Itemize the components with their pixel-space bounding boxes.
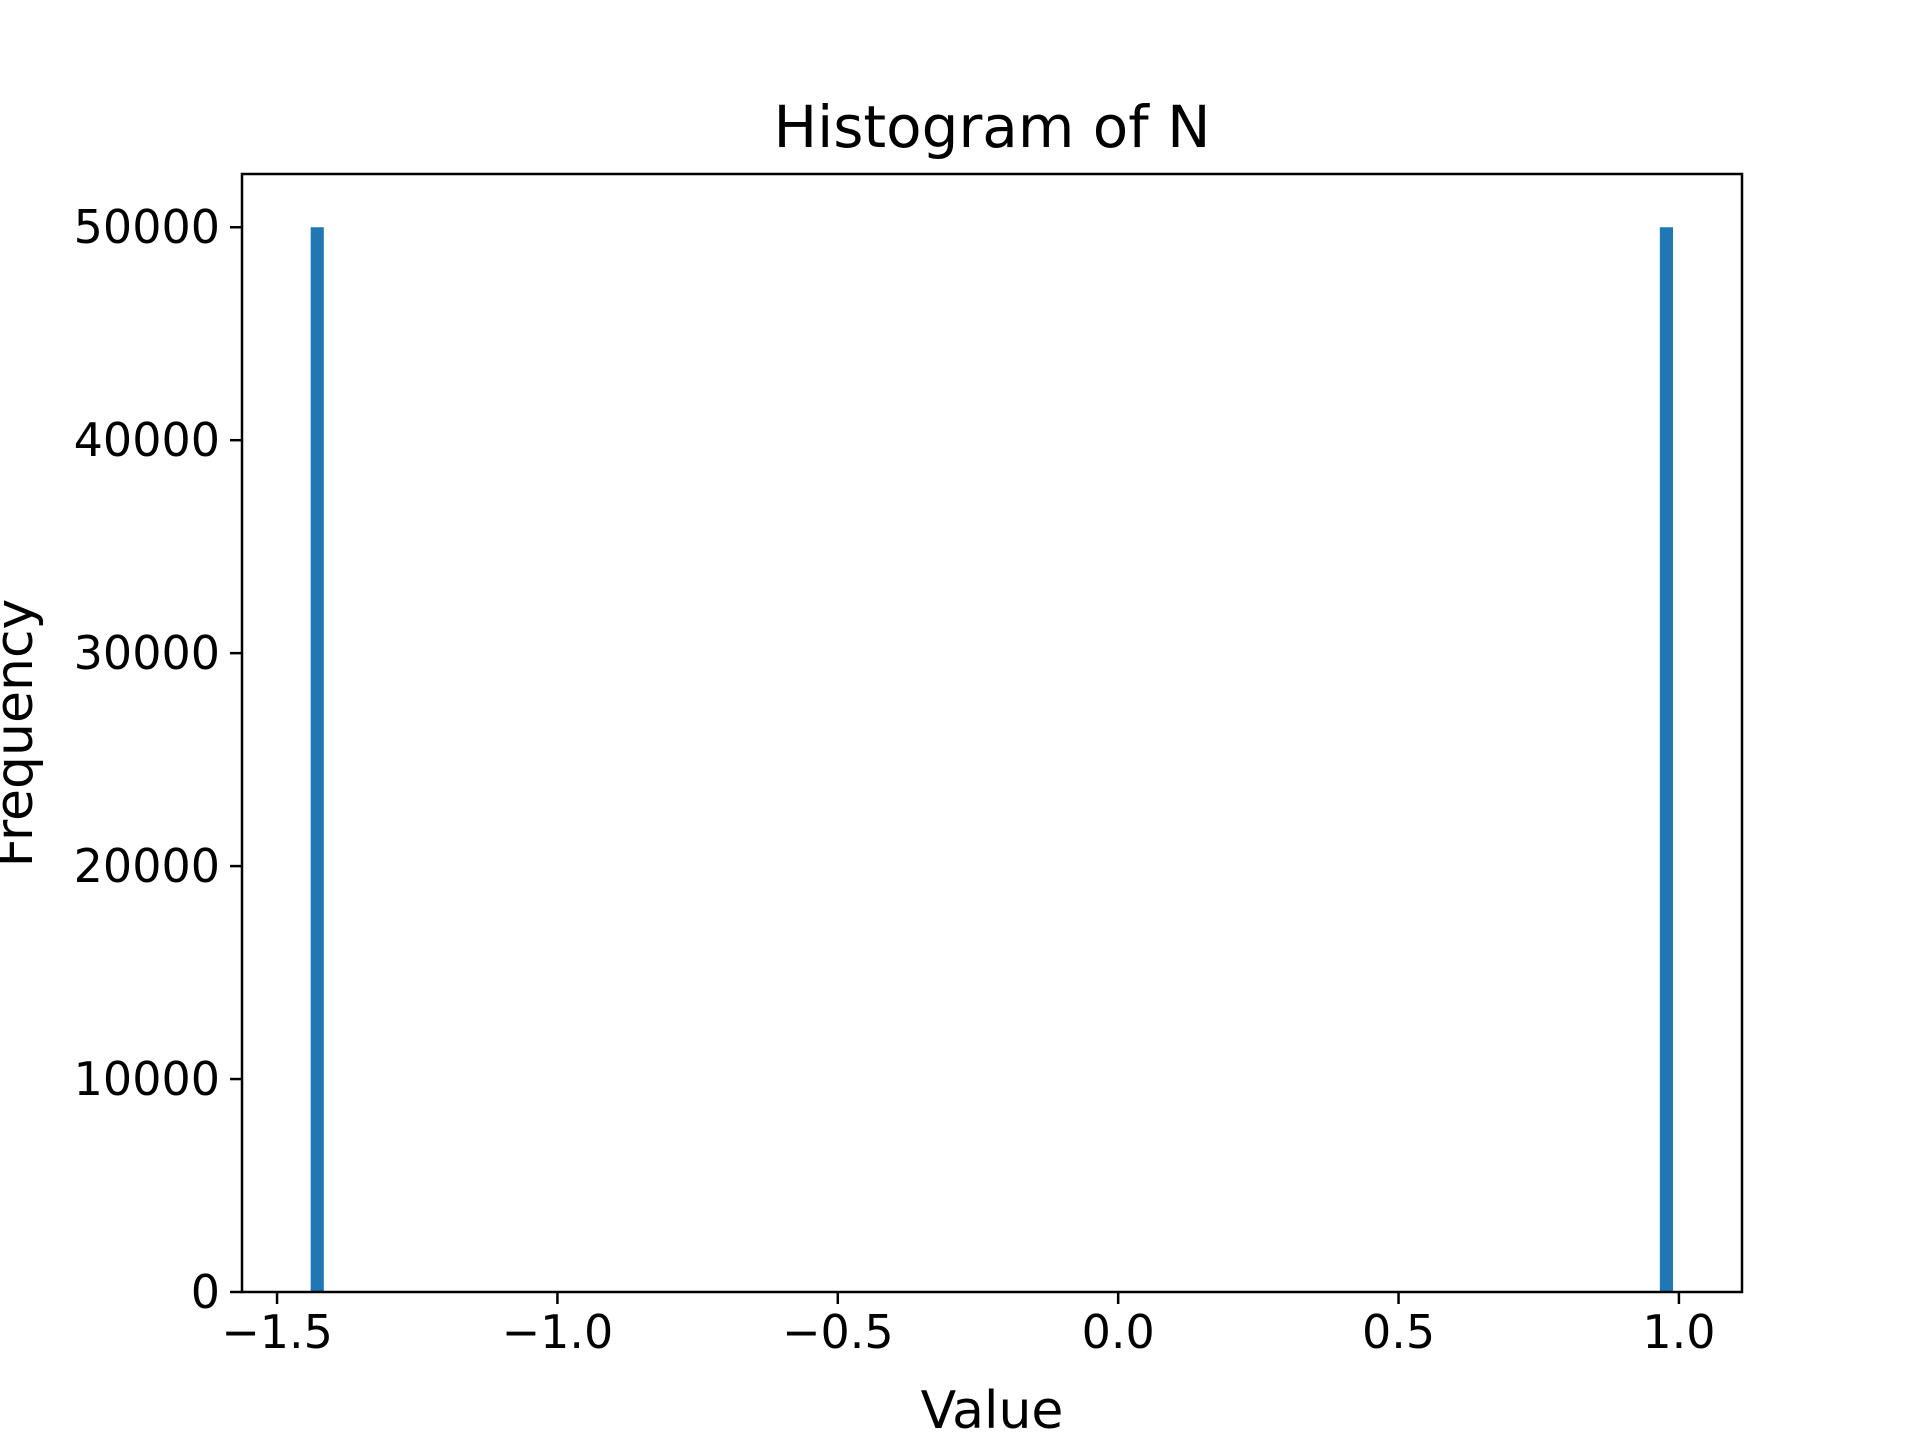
x-tick-label: 0.5 <box>1362 1305 1435 1359</box>
x-axis-label: Value <box>921 1381 1064 1440</box>
x-tick-label: −1.5 <box>221 1305 333 1359</box>
y-tick-label: 50000 <box>74 200 220 254</box>
y-tick-label: 40000 <box>74 413 220 467</box>
x-axis-ticks: −1.5 −1.0 −0.5 0.0 0.5 1.0 <box>221 1292 1715 1359</box>
histogram-bar <box>310 227 324 1293</box>
y-tick-label: 30000 <box>74 626 220 680</box>
x-tick-label: 1.0 <box>1642 1305 1715 1359</box>
x-tick-label: −0.5 <box>782 1305 894 1359</box>
plot-frame <box>240 172 1744 1294</box>
y-axis-label: Frequency <box>0 599 45 868</box>
y-tick-label: 10000 <box>74 1052 220 1106</box>
x-tick-label: −1.0 <box>502 1305 614 1359</box>
y-tick-label: 20000 <box>74 839 220 893</box>
x-tick-label: 0.0 <box>1082 1305 1155 1359</box>
histogram-bars <box>310 227 1673 1293</box>
y-axis-ticks: 0 10000 20000 30000 40000 50000 <box>74 200 242 1319</box>
y-tick-label: 0 <box>191 1265 220 1319</box>
chart-title: Histogram of N <box>773 93 1210 161</box>
histogram-bar <box>1659 227 1673 1293</box>
